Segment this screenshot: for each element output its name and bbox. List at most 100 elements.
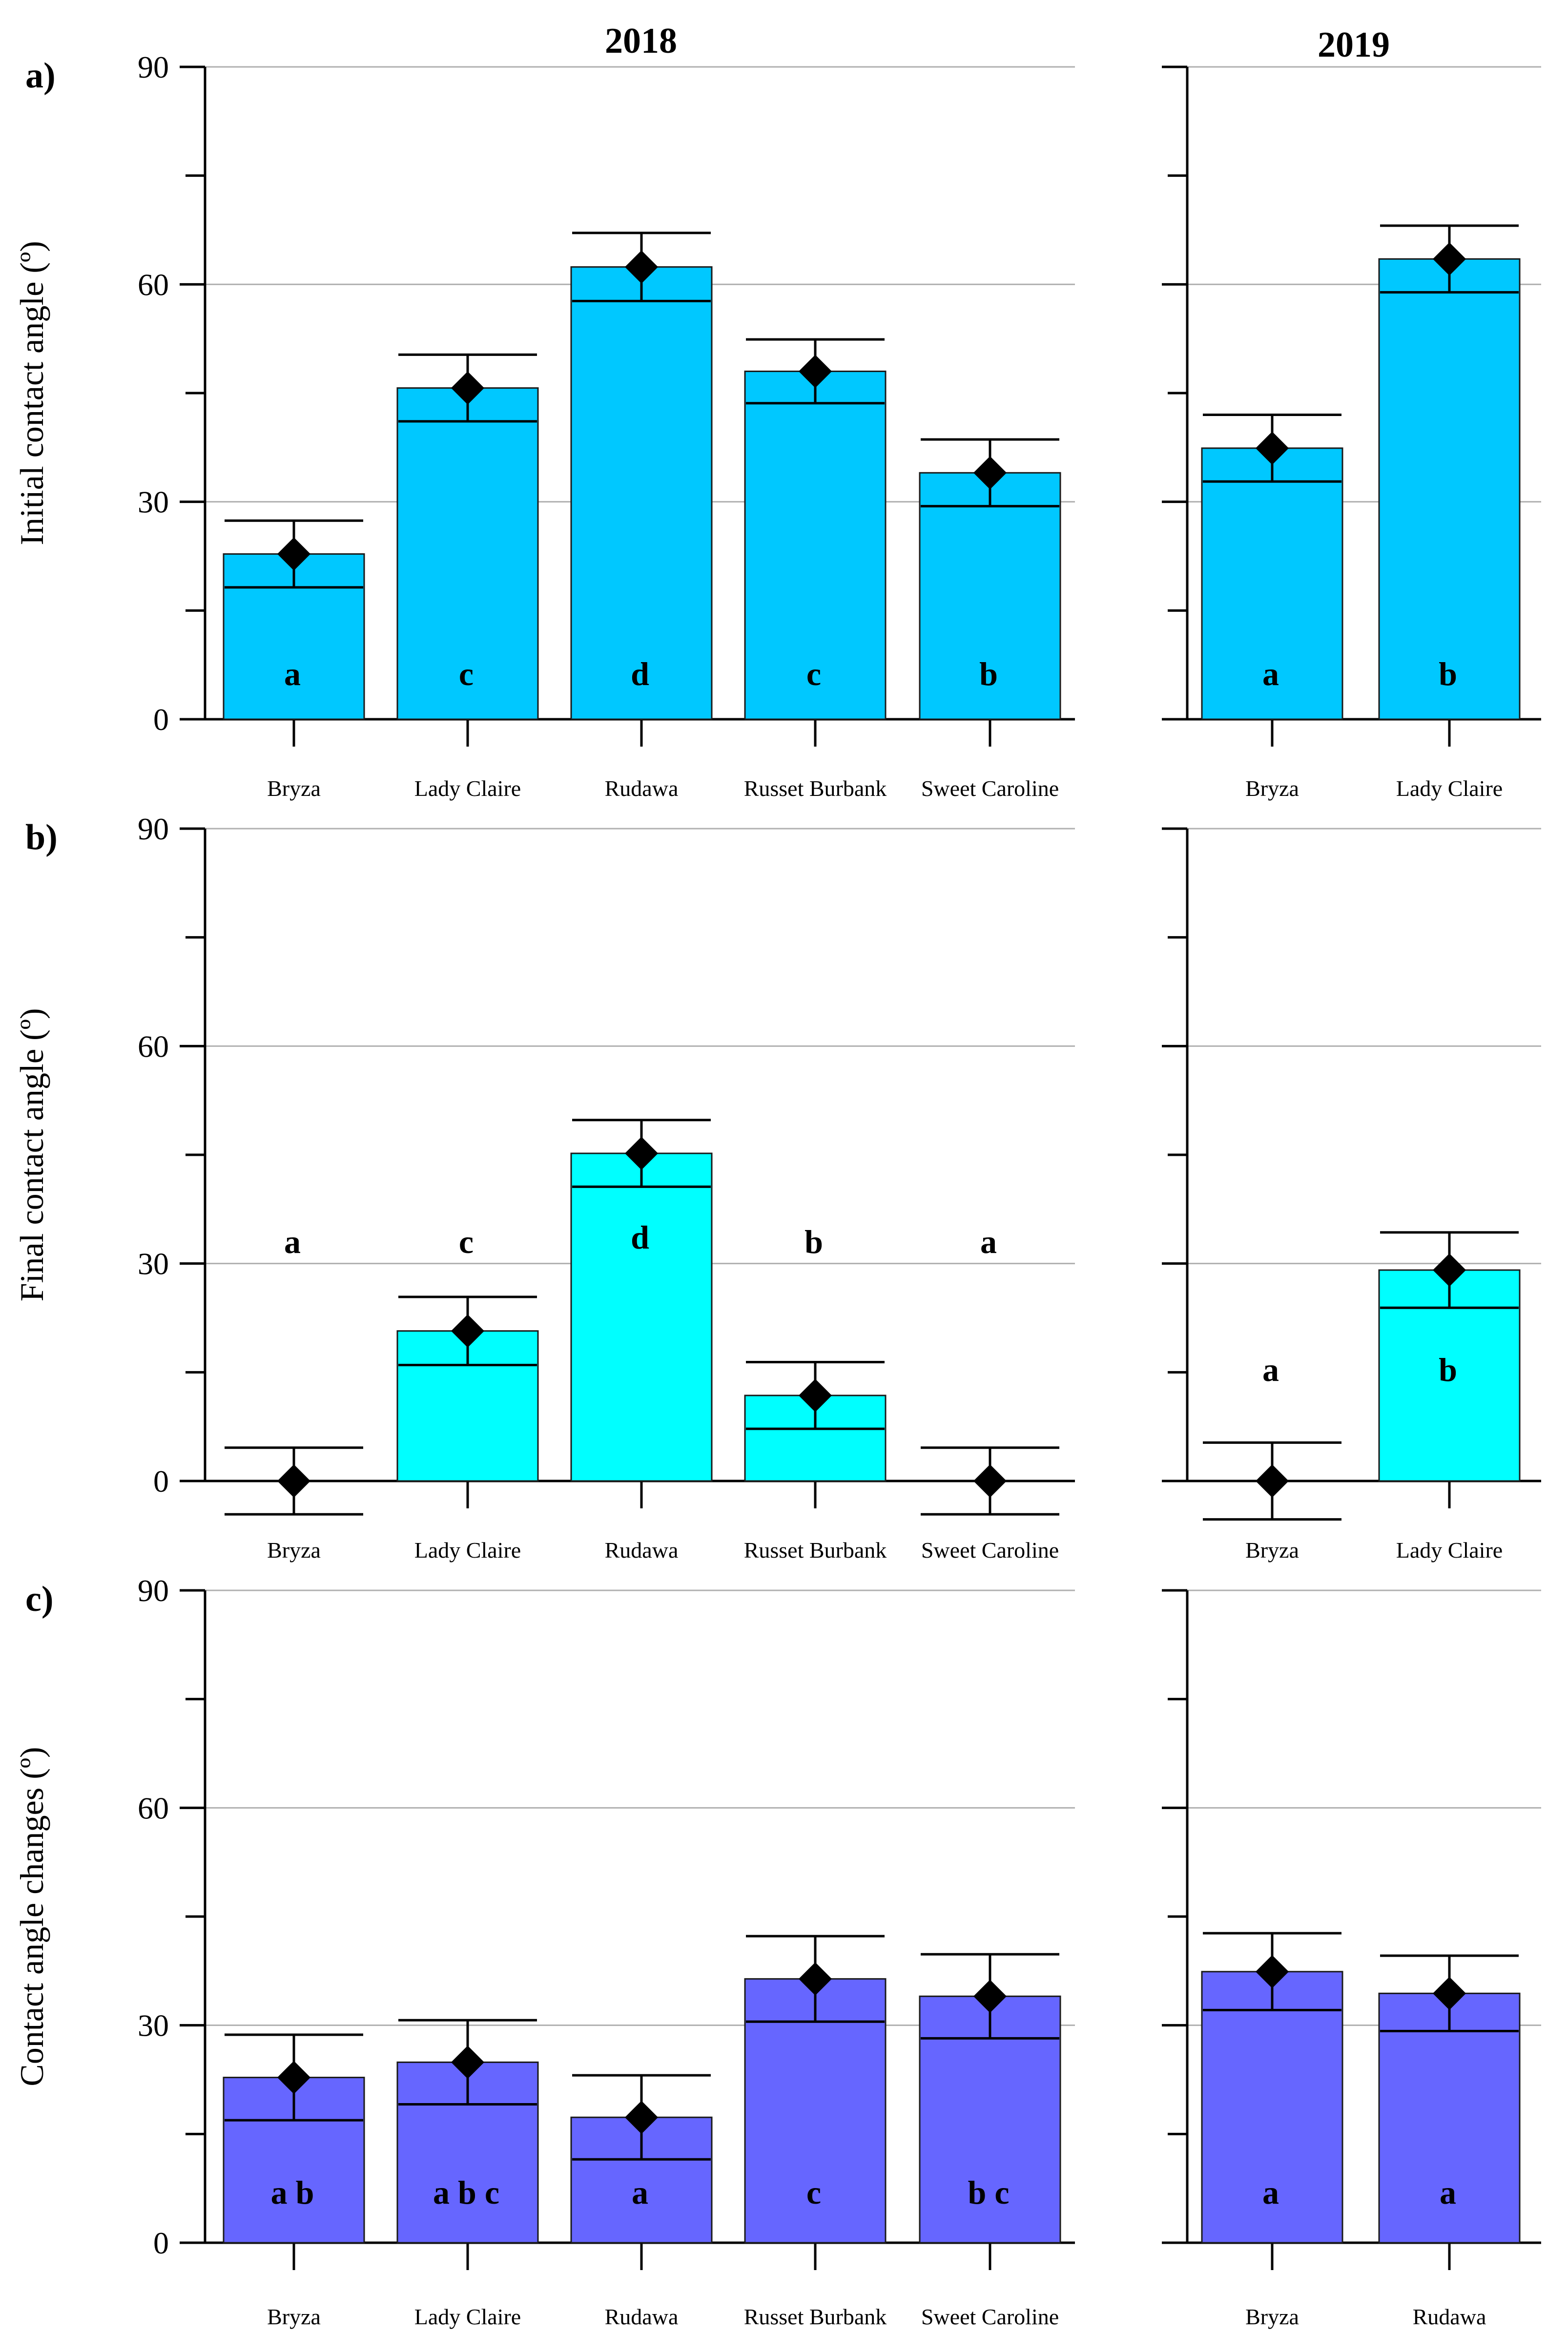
significance-letter: b — [1439, 1351, 1457, 1388]
y-tick-label: 0 — [153, 2226, 169, 2260]
mean-marker — [277, 1464, 310, 1498]
panel-label: b) — [25, 817, 58, 857]
category-label: Lady Claire — [414, 1538, 521, 1563]
bar — [570, 1152, 713, 1482]
significance-letter: a — [284, 1223, 301, 1260]
group-2018: 0 30 60 90 Bryza a Lady Claire c Rudawa d Russet B… — [138, 812, 1075, 1563]
panel-1: a) Initial contact angle (º) 0 30 60 90 Bryza a… — [13, 50, 1541, 801]
y-tick-label: 0 — [153, 1464, 169, 1499]
significance-letter: c — [459, 655, 474, 692]
y-tick-label: 90 — [138, 1573, 169, 1608]
y-tick-label: 30 — [138, 485, 169, 520]
bar — [396, 387, 539, 720]
mean-marker — [451, 2045, 484, 2079]
mean-marker — [973, 456, 1007, 490]
significance-letter: d — [631, 1219, 649, 1256]
year-title-2018: 2018 — [605, 21, 677, 61]
mean-marker — [451, 1314, 484, 1348]
category-label: Rudawa — [605, 776, 679, 801]
chart-panels: a) Initial contact angle (º) 0 30 60 90 Bryza a… — [13, 50, 1541, 2329]
category-label: Russet Burbank — [744, 776, 887, 801]
category-label: Rudawa — [1413, 2304, 1486, 2329]
mean-marker — [1256, 1464, 1289, 1498]
panel-3: c) Contact angle changes (º) 0 30 60 90 Bryza a… — [13, 1573, 1541, 2329]
mean-marker — [1433, 242, 1466, 276]
y-axis-title: Contact angle changes (º) — [13, 1747, 50, 2086]
mean-marker — [973, 1464, 1007, 1498]
mean-marker — [1433, 1977, 1466, 2010]
significance-letter: b — [1439, 655, 1457, 692]
category-label: Russet Burbank — [744, 2304, 887, 2329]
category-label: Sweet Caroline — [921, 2304, 1059, 2329]
bar — [744, 370, 887, 720]
category-label: Lady Claire — [1396, 1538, 1503, 1563]
group-2019: Bryza a Rudawa a — [1162, 1589, 1541, 2329]
mean-marker — [625, 250, 658, 284]
category-label: Lady Claire — [414, 776, 521, 801]
significance-letter: a — [1262, 2174, 1279, 2211]
group-2019: Bryza a Lady Claire b — [1162, 65, 1541, 801]
mean-marker — [1433, 1253, 1466, 1287]
group-2019: Bryza a Lady Claire b — [1162, 827, 1541, 1563]
bar — [919, 472, 1061, 720]
category-label: Bryza — [267, 776, 321, 801]
significance-letter: b — [805, 1223, 823, 1260]
significance-letter: a b — [271, 2174, 314, 2211]
category-label: Rudawa — [605, 1538, 679, 1563]
y-axis-title: Final contact angle (º) — [13, 1008, 50, 1302]
mean-marker — [625, 2101, 658, 2134]
y-tick-label: 90 — [138, 812, 169, 846]
y-tick-label: 30 — [138, 1247, 169, 1281]
year-title-2019: 2019 — [1318, 25, 1390, 65]
bar — [1201, 1971, 1343, 2244]
significance-letter: d — [631, 655, 649, 692]
y-tick-label: 30 — [138, 2008, 169, 2043]
significance-letter: a — [1440, 2174, 1456, 2211]
significance-letter: a — [1262, 655, 1279, 692]
y-tick-label: 60 — [138, 1791, 169, 1825]
bar — [1378, 258, 1521, 720]
y-tick-label: 60 — [138, 267, 169, 302]
significance-letter: b c — [968, 2174, 1010, 2211]
panel-label: a) — [25, 56, 56, 96]
bar — [570, 266, 713, 720]
mean-marker — [1256, 1955, 1289, 1988]
significance-letter: a — [632, 2174, 648, 2211]
mean-marker — [799, 355, 832, 388]
category-label: Rudawa — [605, 2304, 679, 2329]
y-tick-label: 0 — [153, 702, 169, 737]
panel-label: c) — [25, 1579, 54, 1619]
bar — [1378, 1992, 1521, 2244]
mean-marker — [799, 1962, 832, 1996]
category-label: Bryza — [1245, 2304, 1299, 2329]
significance-letter: a — [980, 1223, 997, 1260]
category-label: Bryza — [1245, 776, 1299, 801]
category-label: Lady Claire — [414, 2304, 521, 2329]
mean-marker — [973, 1980, 1007, 2013]
mean-marker — [799, 1378, 832, 1412]
significance-letter: c — [806, 655, 821, 692]
significance-letter: b — [979, 655, 998, 692]
mean-marker — [277, 537, 310, 571]
category-label: Lady Claire — [1396, 776, 1503, 801]
category-label: Russet Burbank — [744, 1538, 887, 1563]
significance-letter: a — [284, 655, 301, 692]
mean-marker — [1256, 431, 1289, 465]
significance-letter: c — [459, 1223, 474, 1260]
category-label: Bryza — [267, 2304, 321, 2329]
significance-letter: a b c — [433, 2174, 499, 2211]
mean-marker — [277, 2061, 310, 2094]
category-label: Sweet Caroline — [921, 1538, 1059, 1563]
y-tick-label: 90 — [138, 50, 169, 84]
group-2018: 0 30 60 90 Bryza a Lady Claire c Rudawa d Russet B… — [138, 50, 1075, 801]
significance-letter: c — [806, 2174, 821, 2211]
category-label: Sweet Caroline — [921, 776, 1059, 801]
mean-marker — [625, 1137, 658, 1170]
mean-marker — [451, 371, 484, 405]
category-label: Bryza — [267, 1538, 321, 1563]
y-axis-title: Initial contact angle (º) — [13, 241, 50, 545]
category-label: Bryza — [1245, 1538, 1299, 1563]
significance-letter: a — [1262, 1351, 1279, 1388]
panel-2: b) Final contact angle (º) 0 30 60 90 Bryza a La… — [13, 812, 1541, 1563]
group-2018: 0 30 60 90 Bryza a b Lady Claire a b c Rudawa a Ru… — [138, 1573, 1075, 2329]
